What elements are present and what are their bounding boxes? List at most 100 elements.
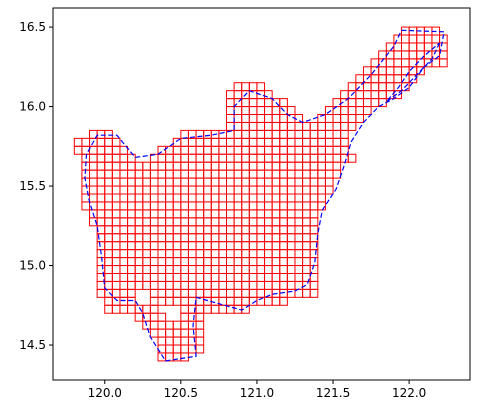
grid-cell — [157, 193, 167, 203]
grid-cell — [233, 233, 243, 243]
grid-cell — [218, 169, 227, 179]
grid-cell — [111, 217, 121, 227]
grid-cell — [165, 241, 174, 251]
grid-cell — [142, 209, 151, 219]
grid-cell — [264, 241, 273, 251]
grid-cell — [248, 82, 258, 92]
grid-cell — [149, 312, 159, 322]
grid-cell — [218, 137, 227, 147]
grid-cell — [271, 257, 281, 267]
grid-cell — [172, 320, 182, 330]
grid-cell — [111, 241, 121, 251]
grid-cell — [172, 193, 182, 203]
grid-cell — [279, 241, 288, 251]
grid-cell — [248, 280, 258, 290]
grid-cell — [226, 161, 235, 171]
grid-cell — [233, 217, 243, 227]
grid-cell — [309, 288, 319, 298]
grid-cell — [393, 50, 403, 60]
grid-cell — [210, 153, 220, 163]
grid-cell — [218, 145, 227, 155]
grid-cell — [149, 265, 159, 274]
grid-cell — [294, 161, 304, 171]
grid-cell — [172, 272, 182, 282]
grid-cell — [210, 201, 220, 211]
grid-cell — [233, 121, 243, 131]
grid-cell — [233, 137, 243, 147]
grid-cell — [218, 201, 227, 211]
grid-cell — [218, 249, 227, 259]
grid-cell — [96, 257, 106, 267]
grid-cell — [302, 288, 311, 298]
grid-cell — [256, 129, 266, 139]
grid-cell — [142, 280, 151, 290]
grid-cell — [157, 272, 167, 282]
grid-cell — [210, 288, 220, 298]
grid-cell — [157, 161, 167, 171]
grid-cell — [111, 169, 121, 179]
grid-cell — [187, 145, 197, 155]
grid-cell — [233, 185, 243, 195]
grid-cell — [96, 217, 106, 227]
grid-cell — [180, 169, 189, 179]
grid-cell — [157, 169, 167, 179]
grid-cell — [241, 233, 250, 243]
grid-cell — [195, 304, 205, 314]
grid-cell — [241, 257, 250, 267]
grid-cell — [203, 153, 212, 163]
grid-cell — [180, 137, 189, 147]
grid-cell — [203, 185, 212, 195]
grid-cell — [127, 249, 136, 259]
grid-cell — [210, 217, 220, 227]
grid-cell — [271, 169, 281, 179]
grid-cell — [104, 169, 113, 179]
grid-cell — [302, 217, 311, 227]
grid-cell — [180, 233, 189, 243]
grid-cell — [149, 233, 159, 243]
grid-cell — [111, 177, 121, 187]
grid-cell — [226, 185, 235, 195]
grid-cell — [165, 225, 174, 235]
grid-cell — [195, 257, 205, 267]
grid-cell — [317, 145, 326, 155]
grid-cell — [248, 233, 258, 243]
grid-cell — [378, 50, 387, 60]
grid-cell — [119, 185, 129, 195]
grid-cell — [279, 177, 288, 187]
grid-cell — [279, 201, 288, 211]
grid-cell — [286, 209, 296, 219]
grid-cell — [309, 209, 319, 219]
grid-cell — [218, 209, 227, 219]
grid-cell — [264, 201, 273, 211]
grid-cell — [248, 177, 258, 187]
grid-cell — [142, 193, 151, 203]
grid-cell — [241, 98, 250, 108]
grid-cell — [104, 185, 113, 195]
grid-cell — [180, 344, 189, 354]
grid-cell — [226, 225, 235, 235]
grid-cell — [157, 280, 167, 290]
grid-cell — [385, 82, 395, 92]
grid-cell — [195, 217, 205, 227]
grid-cell — [111, 153, 121, 163]
grid-cell — [195, 233, 205, 243]
grid-cell — [294, 121, 304, 131]
grid-cell — [279, 145, 288, 155]
grid-cell — [127, 296, 136, 306]
grid-cell — [355, 98, 364, 108]
grid-cell — [324, 137, 334, 147]
grid-cell — [142, 169, 151, 179]
grid-cell — [226, 249, 235, 259]
grid-cell — [309, 217, 319, 227]
grid-cell — [317, 121, 326, 131]
grid-cell — [256, 137, 266, 147]
grid-cell — [134, 201, 144, 211]
grid-cell — [256, 257, 266, 267]
grid-cell — [187, 272, 197, 282]
grid-cell — [157, 352, 167, 362]
grid-cell — [324, 145, 334, 155]
grid-cell — [172, 336, 182, 346]
grid-cell — [279, 249, 288, 259]
grid-cell — [203, 225, 212, 235]
